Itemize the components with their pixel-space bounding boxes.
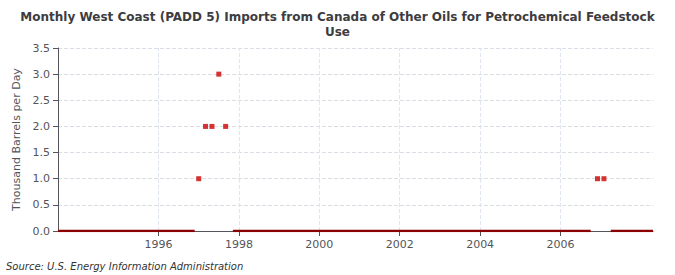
svg-text:Monthly West Coast (PADD 5) Im: Monthly West Coast (PADD 5) Imports from…: [20, 10, 655, 24]
svg-text:1.5: 1.5: [33, 146, 51, 159]
svg-text:2004: 2004: [466, 238, 494, 251]
svg-text:0.0: 0.0: [33, 225, 51, 238]
svg-text:2006: 2006: [547, 238, 575, 251]
svg-text:2002: 2002: [386, 238, 414, 251]
svg-text:1998: 1998: [225, 238, 253, 251]
svg-text:Thousand Barrels per Day: Thousand Barrels per Day: [10, 68, 23, 212]
svg-text:1996: 1996: [145, 238, 173, 251]
svg-text:Use: Use: [325, 25, 350, 39]
svg-text:3.0: 3.0: [33, 68, 51, 81]
svg-text:Source: U.S. Energy Informatio: Source: U.S. Energy Information Administ…: [6, 261, 243, 272]
svg-text:0.5: 0.5: [33, 198, 51, 211]
svg-text:2.5: 2.5: [33, 94, 51, 107]
svg-text:2.0: 2.0: [33, 120, 51, 133]
svg-text:1.0: 1.0: [33, 172, 51, 185]
svg-text:3.5: 3.5: [33, 42, 51, 55]
svg-text:2000: 2000: [305, 238, 333, 251]
